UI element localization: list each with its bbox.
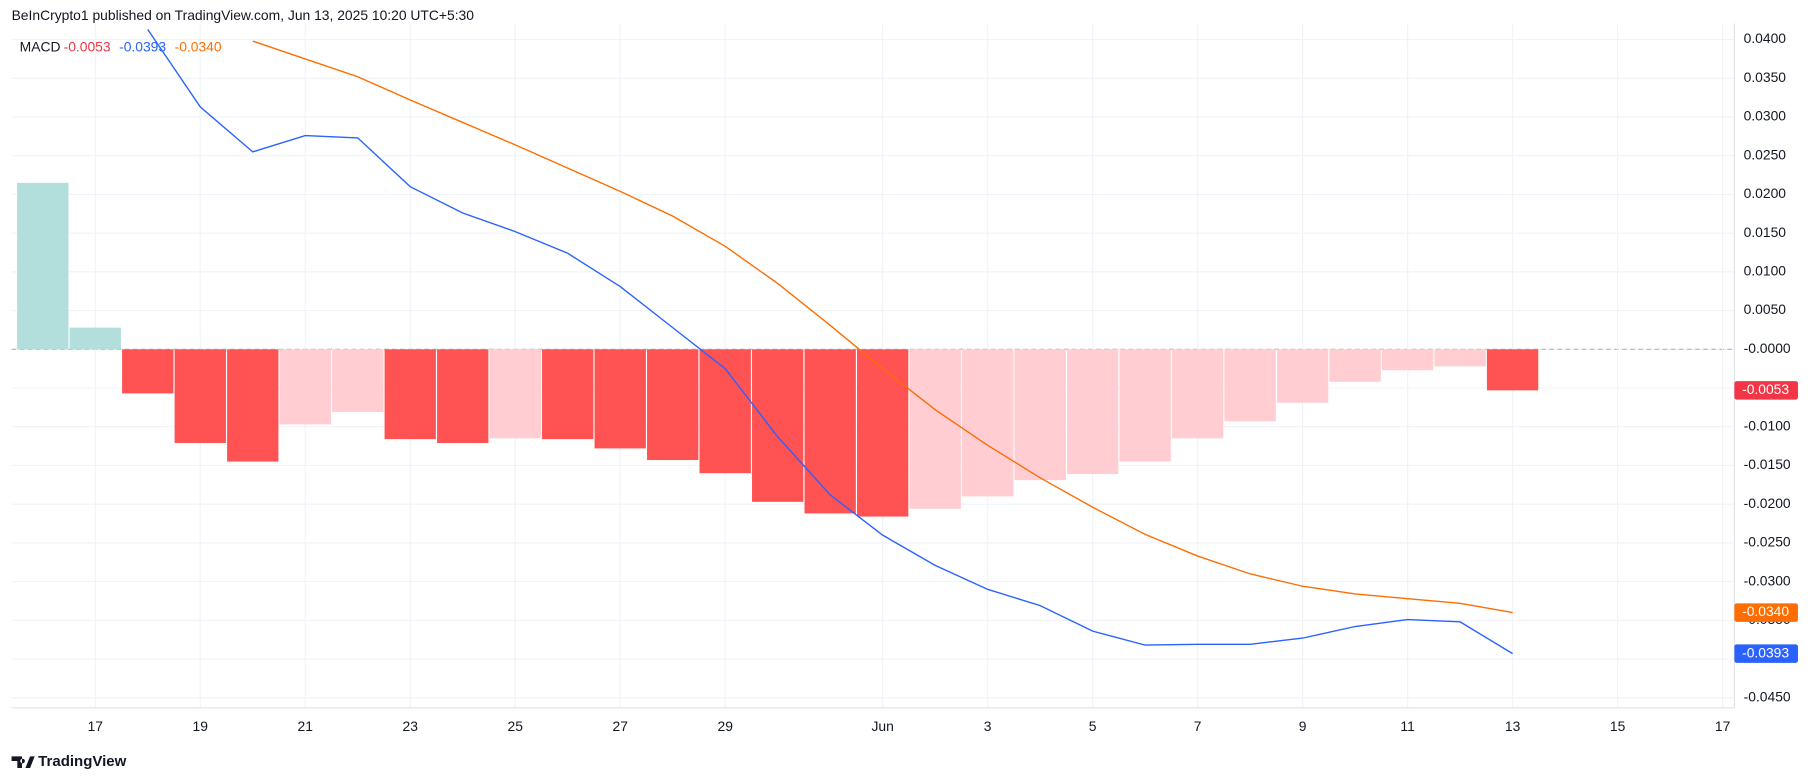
x-tick-label: 19 — [193, 718, 209, 734]
histogram-bar — [1119, 349, 1171, 462]
histogram-bar — [909, 349, 961, 509]
y-tick-label: 0.0300 — [1744, 108, 1787, 124]
y-tick-label: 0.0100 — [1744, 263, 1787, 279]
legend: MACD -0.0053 -0.0393 -0.0340 — [20, 38, 222, 54]
y-tick-label: -0.0300 — [1744, 572, 1791, 588]
histogram-bar — [122, 349, 174, 394]
histogram-bar — [489, 349, 541, 439]
histogram-bar — [594, 349, 646, 449]
y-tick-label: 0.0050 — [1744, 301, 1787, 317]
histogram-bar — [962, 349, 1014, 497]
price-badge-label: -0.0393 — [1742, 644, 1789, 660]
x-tick-label: 13 — [1505, 718, 1521, 734]
histogram-bar — [1171, 349, 1224, 439]
histogram-bar — [1486, 349, 1539, 391]
histogram-bar — [437, 349, 489, 443]
histogram-bar — [1381, 349, 1434, 371]
y-tick-label: 0.0400 — [1744, 30, 1787, 46]
price-badge — [1734, 644, 1798, 663]
y-tick-label: 0.0200 — [1744, 185, 1787, 201]
x-tick-label: 29 — [717, 718, 733, 734]
x-tick-label: 15 — [1610, 718, 1626, 734]
y-tick-label: -0.0450 — [1744, 688, 1791, 704]
price-badge-label: -0.0053 — [1742, 381, 1789, 397]
legend-value: -0.0393 — [119, 38, 166, 54]
histogram-bar — [1066, 349, 1119, 474]
line-series — [147, 29, 1513, 655]
legend-title: MACD — [20, 38, 61, 54]
y-tick-label: -0.0100 — [1744, 417, 1791, 433]
histogram-bar — [1224, 349, 1276, 422]
histogram-bar — [279, 349, 331, 425]
histogram-bar — [227, 349, 279, 462]
histogram-bar — [17, 182, 69, 350]
y-tick-label: 0.0250 — [1744, 146, 1787, 162]
histogram-bar — [1014, 349, 1066, 481]
line-series — [252, 40, 1513, 614]
header: BeInCrypto1 published on TradingView.com… — [12, 7, 475, 23]
y-tick-label: -0.0250 — [1744, 534, 1791, 550]
x-tick-label: Jun — [872, 718, 894, 734]
y-tick-label: 0.0150 — [1744, 224, 1787, 240]
y-tick-label: -0.0150 — [1744, 456, 1791, 472]
x-tick-label: 23 — [403, 718, 419, 734]
histogram-bar — [804, 349, 856, 514]
x-tick-label: 21 — [298, 718, 314, 734]
x-tick-label: 5 — [1089, 718, 1097, 734]
histogram-bar — [752, 349, 804, 502]
histogram-bar — [384, 349, 436, 440]
x-tick-label: 9 — [1299, 718, 1307, 734]
histogram-bar — [1329, 349, 1381, 382]
x-tick-label: 3 — [984, 718, 992, 734]
histogram-bar — [1434, 349, 1486, 367]
footer-brand: TradingView — [38, 753, 126, 770]
x-tick-label: 17 — [88, 718, 104, 734]
x-tick-label: 27 — [613, 718, 629, 734]
price-badge — [1734, 381, 1798, 400]
histogram-bar — [174, 349, 226, 443]
footer-logo: TradingView — [11, 753, 127, 770]
y-tick-label: 0.0350 — [1744, 69, 1787, 85]
x-tick-label: 25 — [508, 718, 524, 734]
y-tick-label: -0.0000 — [1744, 340, 1791, 356]
x-tick-label: 7 — [1194, 718, 1202, 734]
legend-value: -0.0340 — [175, 38, 222, 54]
histogram-bar — [69, 327, 121, 350]
histogram-bar — [647, 349, 699, 461]
histogram-bar — [332, 349, 384, 413]
histogram-bar — [699, 349, 751, 474]
y-tick-label: -0.0200 — [1744, 495, 1791, 511]
histogram-bar — [857, 349, 909, 517]
histogram-bar — [1276, 349, 1329, 403]
legend-value: -0.0053 — [64, 38, 111, 54]
price-badge-label: -0.0340 — [1742, 603, 1789, 619]
price-badge — [1734, 603, 1798, 622]
x-tick-label: 17 — [1715, 718, 1731, 734]
axes: 0.0400 0.0350 0.0300 0.0250 0.0200 0.0150 0.01… — [88, 30, 1798, 734]
x-tick-label: 11 — [1400, 718, 1415, 734]
plot-area — [17, 29, 1539, 655]
histogram-bar — [542, 349, 594, 440]
